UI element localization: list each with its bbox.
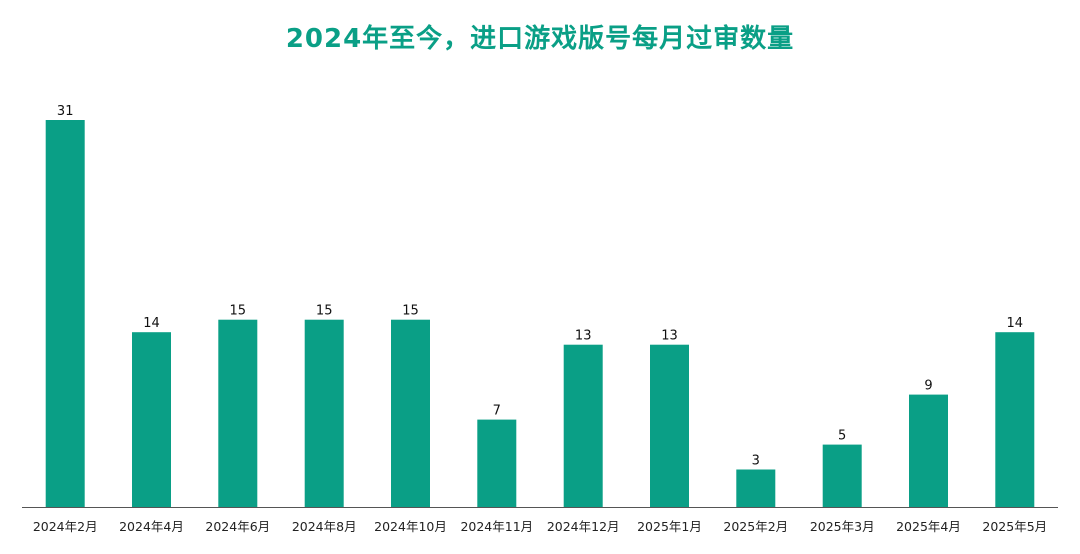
x-tick-label: 2024年8月 <box>292 519 357 534</box>
bar-value-label: 31 <box>57 104 74 119</box>
x-tick-label: 2024年2月 <box>33 519 98 534</box>
bar <box>995 332 1035 507</box>
chart-title: 2024年至今，进口游戏版号每月过审数量 <box>285 24 795 54</box>
bar-value-label: 13 <box>661 329 678 344</box>
bar <box>563 344 603 507</box>
bar-value-label: 15 <box>230 304 247 319</box>
bar <box>45 120 85 507</box>
x-tick-label: 2025年3月 <box>810 519 875 534</box>
x-tick-label: 2024年4月 <box>119 519 184 534</box>
x-tick-label: 2024年10月 <box>374 519 447 534</box>
bar-value-label: 9 <box>924 379 932 394</box>
bar-value-label: 3 <box>752 454 760 469</box>
x-tick-label: 2024年12月 <box>547 519 620 534</box>
bar <box>477 419 517 507</box>
x-tick-label: 2024年6月 <box>205 519 270 534</box>
bar-value-label: 15 <box>402 304 419 319</box>
bar-value-label: 15 <box>316 304 333 319</box>
bar <box>132 332 171 507</box>
x-tick-label: 2024年11月 <box>460 519 533 534</box>
bar <box>822 444 862 507</box>
bar <box>218 319 258 507</box>
bar-value-label: 7 <box>493 404 501 419</box>
x-tick-label: 2025年4月 <box>896 519 961 534</box>
bar-value-label: 5 <box>838 429 846 444</box>
bar <box>736 469 776 507</box>
x-tick-label: 2025年5月 <box>982 519 1047 534</box>
bar-value-label: 14 <box>1007 316 1024 331</box>
bar <box>650 344 689 507</box>
bar-value-label: 13 <box>575 329 592 344</box>
bar <box>304 319 344 507</box>
x-tick-label: 2025年1月 <box>637 519 702 534</box>
x-tick-label: 2025年2月 <box>723 519 788 534</box>
bar-value-label: 14 <box>143 316 160 331</box>
bar <box>391 319 430 507</box>
bar <box>909 394 948 507</box>
